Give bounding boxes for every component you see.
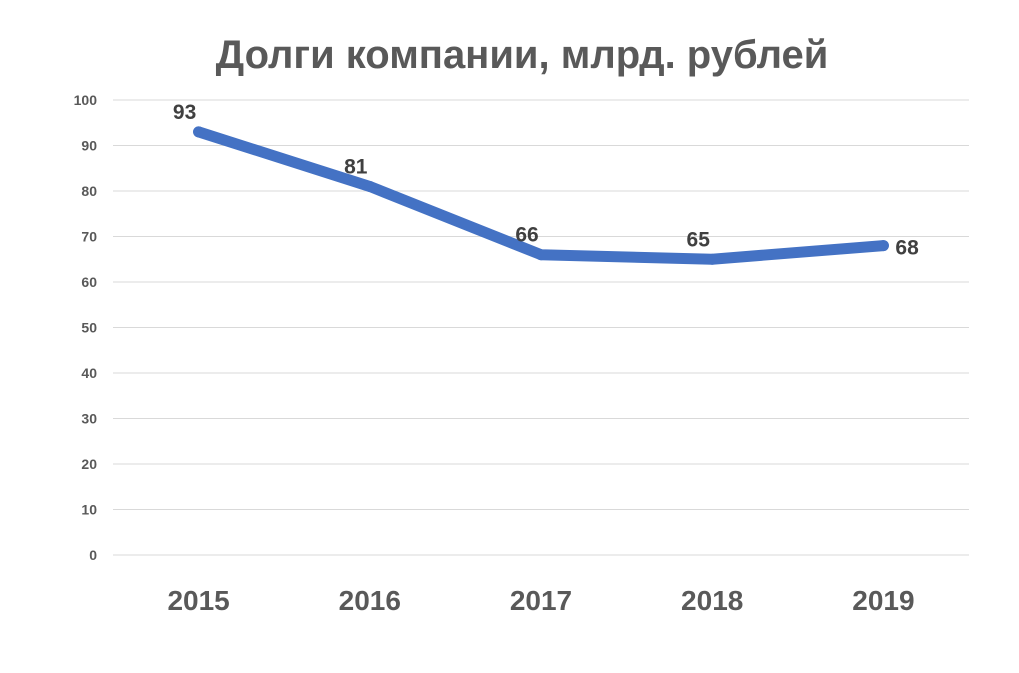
y-tick-label: 40 (81, 365, 97, 381)
y-tick-label: 60 (81, 274, 97, 290)
y-tick-label: 50 (81, 320, 97, 336)
data-point (535, 249, 547, 261)
x-tick-label: 2019 (852, 585, 914, 616)
chart-title: Долги компании, млрд. рублей (216, 33, 829, 77)
data-label: 93 (173, 101, 196, 124)
y-tick-label: 30 (81, 411, 97, 427)
data-point (364, 180, 376, 192)
data-point (877, 240, 889, 252)
y-tick-label: 20 (81, 456, 97, 472)
data-label: 81 (344, 155, 368, 178)
y-tick-label: 10 (81, 502, 97, 518)
x-tick-label: 2016 (339, 585, 401, 616)
data-point (706, 253, 718, 265)
data-label: 68 (895, 237, 919, 260)
y-axis-ticks: 0 10 20 30 40 50 60 70 80 90 100 (74, 92, 98, 563)
y-tick-label: 70 (81, 229, 97, 245)
x-tick-label: 2017 (510, 585, 572, 616)
x-tick-label: 2018 (681, 585, 743, 616)
series-line (193, 126, 889, 265)
data-label: 65 (687, 228, 711, 251)
y-tick-label: 90 (81, 138, 97, 154)
y-tick-label: 80 (81, 183, 97, 199)
x-tick-label: 2015 (167, 585, 229, 616)
data-label: 66 (515, 224, 538, 247)
y-tick-label: 0 (89, 547, 97, 563)
series-layer (193, 126, 889, 265)
y-tick-label: 100 (74, 92, 98, 108)
gridlines (113, 99, 969, 556)
data-point (193, 126, 205, 138)
x-axis-ticks: 2015 2016 2017 2018 2019 (167, 585, 914, 616)
data-labels: 93 81 66 65 68 (173, 101, 919, 260)
